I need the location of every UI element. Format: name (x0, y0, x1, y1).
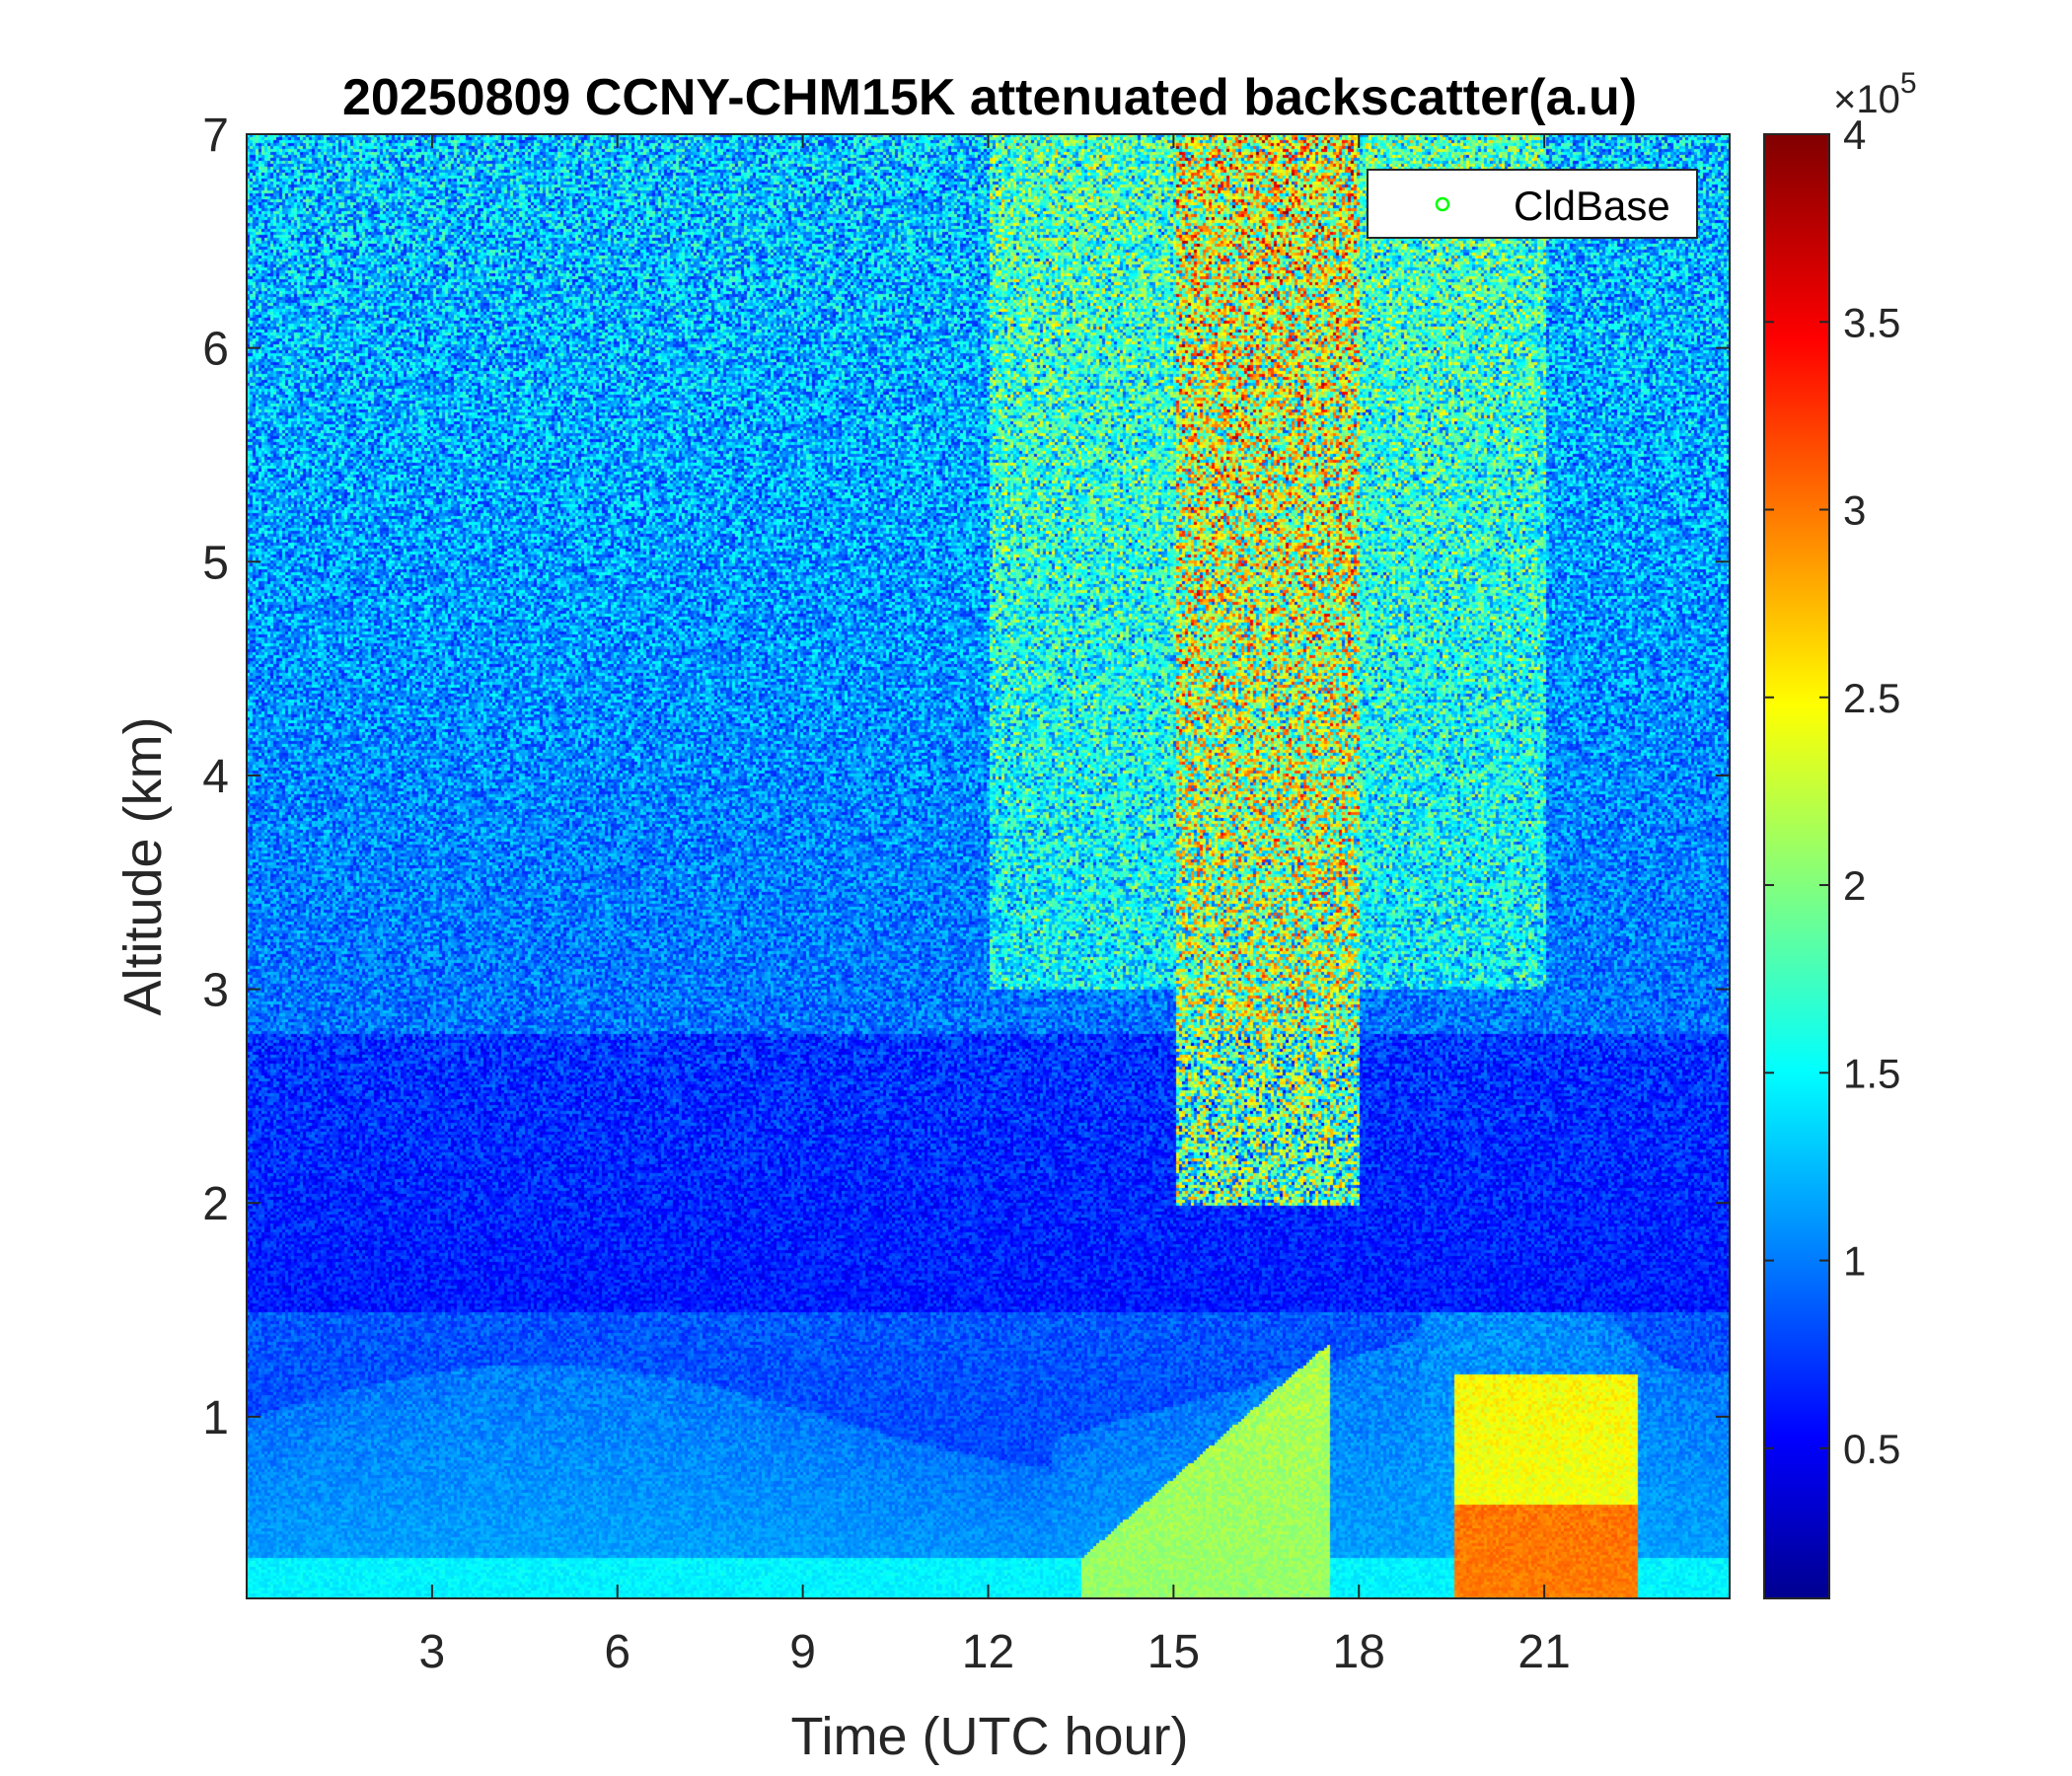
x-tick-label: 9 (789, 1626, 816, 1678)
legend-label-cldbase: CldBase (1514, 183, 1670, 229)
y-tick-label: 5 (202, 537, 229, 589)
x-tick-label: 21 (1517, 1626, 1570, 1678)
x-tick-label: 12 (962, 1626, 1014, 1678)
colorbar-tick-label: 1.5 (1843, 1050, 1900, 1096)
colorbar-gradient (1763, 133, 1830, 1599)
y-tick-label: 1 (202, 1392, 229, 1444)
y-axis-label: Altitude (km) (113, 716, 173, 1015)
cldbase-marker (1435, 196, 1450, 212)
y-tick-label: 6 (202, 324, 229, 376)
y-tick-label: 2 (202, 1178, 229, 1230)
x-tick-label: 3 (419, 1626, 446, 1678)
colorbar-tick-label: 2.5 (1843, 675, 1900, 721)
legend-box (1367, 169, 1698, 239)
colorbar-tick-label: 1 (1843, 1238, 1866, 1285)
x-tick-label: 15 (1147, 1626, 1200, 1678)
x-axis: 3 6 9 12 15 18 21 (419, 134, 1571, 1678)
colorbar-tick-label: 2 (1843, 862, 1866, 909)
x-tick-label: 18 (1333, 1626, 1385, 1678)
colorbar-tick-label: 4 (1843, 111, 1866, 158)
colorbar-tick-label: 3.5 (1843, 299, 1900, 345)
colorbar-tick-label: 3 (1843, 487, 1866, 534)
y-tick-label: 7 (202, 110, 229, 162)
colorbar: 0.5 1 1.5 2 2.5 3 3.5 4 ×105 (1763, 67, 1917, 1599)
x-axis-label: Time (UTC hour) (790, 1707, 1188, 1766)
y-axis: 1 2 3 4 5 6 7 (202, 110, 1730, 1444)
heatmap-canvas-holder (247, 134, 1730, 1598)
y-tick-label: 4 (202, 751, 229, 803)
colorbar-tick-label: 0.5 (1843, 1426, 1900, 1472)
legend: CldBase (1367, 169, 1698, 239)
colorbar-multiplier: ×105 (1833, 67, 1917, 121)
chart-title: 20250809 CCNY-CHM15K attenuated backscat… (342, 69, 1637, 126)
x-tick-label: 6 (604, 1626, 630, 1678)
y-tick-label: 3 (202, 965, 229, 1017)
colorbar-ticks: 0.5 1 1.5 2 2.5 3 3.5 4 (1764, 111, 1900, 1472)
